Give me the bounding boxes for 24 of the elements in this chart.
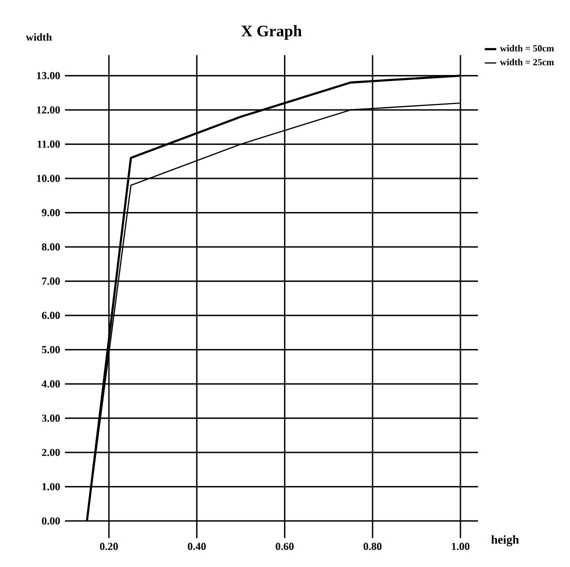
y-tick-label: 4.00 (42, 380, 60, 388)
x-axis-title: heigh (491, 535, 519, 546)
x-tick-label: 0.20 (100, 542, 118, 550)
x-tick-label: 1.00 (452, 542, 470, 550)
y-tick-label: 12.00 (37, 106, 60, 114)
y-tick-label: 11.00 (38, 140, 60, 148)
y-tick-label: 6.00 (42, 312, 60, 320)
x-tick-label: 0.40 (188, 542, 206, 550)
y-tick-label: 1.00 (42, 483, 60, 490)
y-tick-label: 8.00 (42, 243, 60, 251)
y-tick-label: 2.00 (42, 448, 60, 456)
y-tick-label: 10.00 (37, 174, 60, 182)
y-tick-label: 5.00 (42, 346, 60, 354)
legend-label: width = 25cm (500, 58, 554, 66)
y-tick-label: 3.00 (42, 414, 60, 422)
x-tick-label: 0.80 (364, 542, 382, 550)
y-tick-label: 7.00 (42, 278, 60, 285)
chart-title: X Graph (241, 25, 302, 40)
y-tick-label: 9.00 (42, 209, 60, 216)
y-axis-title: width (26, 33, 52, 41)
x-tick-label: 0.60 (276, 542, 294, 550)
legend-label: width = 50cm (500, 44, 554, 52)
y-tick-label: 13.00 (37, 72, 60, 80)
y-tick-label: 0.00 (42, 517, 60, 525)
